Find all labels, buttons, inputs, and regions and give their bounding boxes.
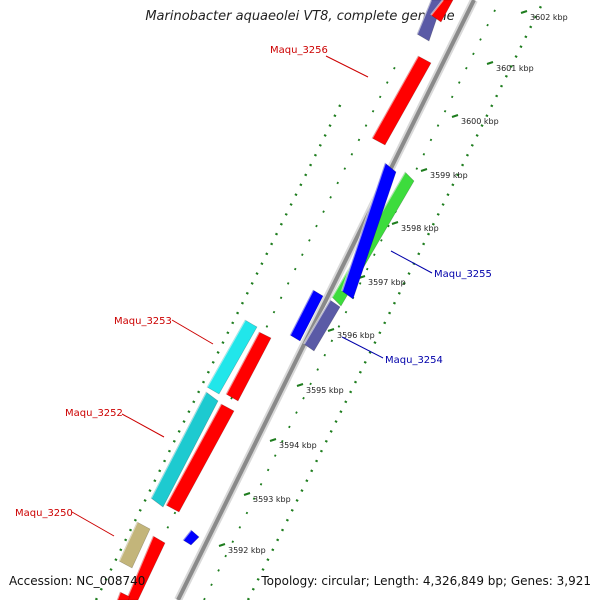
scale-tick-label: 3595 kbp [306,386,344,395]
gene-label-maqu-3255: Maqu_3255 [390,250,492,280]
svg-text:Maqu_3253: Maqu_3253 [114,316,172,327]
gene-label-maqu-3254: Maqu_3254 [341,336,443,366]
scale-tick-mark [327,328,335,332]
accession-label: Accession: NC_008740 [9,574,146,588]
scale-tick-mark [269,438,277,442]
gene-feature [125,535,166,600]
scale-tick-mark [243,492,251,496]
gene-label-maqu-3250: Maqu_3250 [15,508,115,537]
svg-text:Maqu_3255: Maqu_3255 [434,269,492,280]
svg-text:Maqu_3254: Maqu_3254 [385,355,443,366]
gene-maqu-3250 [118,521,151,569]
gene-label-maqu-3252: Maqu_3252 [65,408,165,438]
scale-tick-label: 3602 kbp [530,13,568,22]
gene-maqu-3256 [371,55,432,146]
scale-tick-mark [420,168,428,172]
genome-backbone [174,0,478,600]
scale-tick-label: 3592 kbp [228,546,266,555]
gene-feature [116,591,131,600]
gene-feature [165,403,235,513]
scale-tick-mark [296,383,304,387]
scale-tick-label: 3593 kbp [253,495,291,504]
scale-tick-label: 3601 kbp [496,64,534,73]
scale-tick-mark [520,10,528,14]
gene-features [116,0,454,600]
dotted-guide-lines [94,0,546,600]
scale-tick-label: 3598 kbp [401,224,439,233]
scale-tick-mark [391,221,399,225]
gene-feature [289,289,324,342]
gene-labels: Maqu_3256 Maqu_3255 Maqu_3254 Maqu_3253 Maqu… [15,45,492,537]
gene-maqu-3253 [206,319,258,395]
svg-text:Maqu_3256: Maqu_3256 [270,45,328,56]
scale-tick-mark [451,114,459,118]
dotted-line-4 [203,0,501,600]
svg-text:Maqu_3252: Maqu_3252 [65,408,123,419]
gene-feature [430,0,454,23]
gene-maqu-3252 [150,391,219,508]
svg-text:Maqu_3250: Maqu_3250 [15,508,73,519]
genome-summary: Topology: circular; Length: 4,326,849 bp… [261,574,591,588]
scale-tick-label: 3600 kbp [461,117,499,126]
gene-label-maqu-3253: Maqu_3253 [114,316,214,345]
gene-feature [225,331,272,402]
scale-tick-label: 3597 kbp [368,278,406,287]
gene-label-maqu-3256: Maqu_3256 [270,45,369,78]
scale-tick-label: 3596 kbp [337,331,375,340]
scale-tick-label: 3594 kbp [279,441,317,450]
map-title: Marinobacter aquaeolei VT8, complete gen… [145,9,455,24]
scale-tick-label: 3599 kbp [430,171,468,180]
dotted-line-1 [94,97,345,600]
gene-feature [182,529,200,546]
gene-feature [341,162,397,300]
scale-tick-mark [218,543,226,547]
scale-tick-mark [486,61,494,65]
scale-ticks: 3592 kbp 3593 kbp 3594 kbp 3595 kbp 3596 kbp… [218,10,568,555]
gene-maqu-3254 [303,299,341,352]
